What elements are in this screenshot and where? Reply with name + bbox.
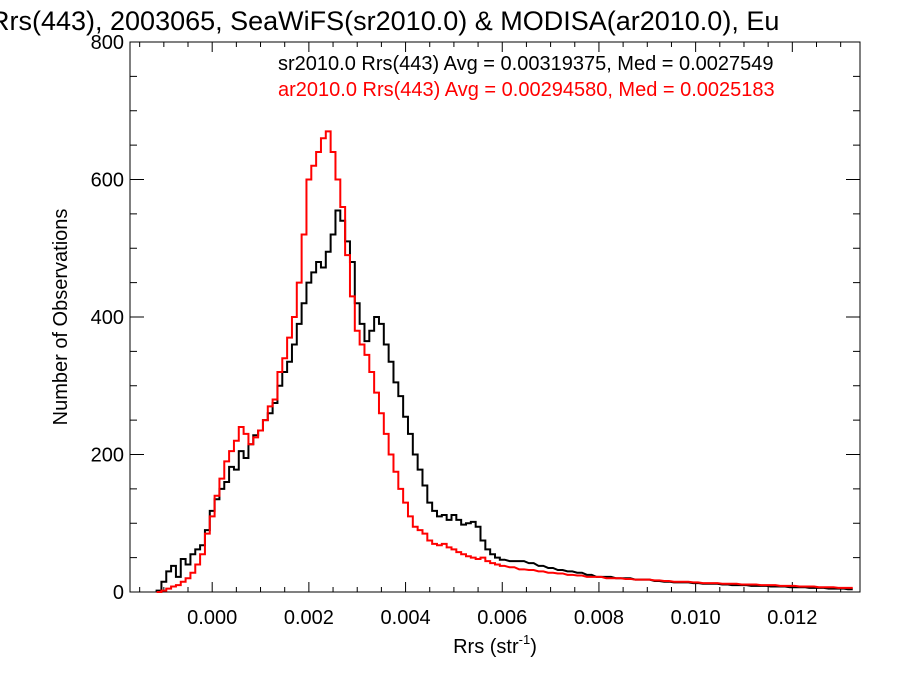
y-axis-label: Number of Observations: [50, 209, 72, 426]
x-tick-label: 0.000: [187, 607, 237, 629]
annotation-sr2010: sr2010.0 Rrs(443) Avg = 0.00319375, Med …: [278, 53, 774, 75]
y-tick-label: 800: [91, 32, 124, 54]
x-tick-label: 0.006: [477, 607, 527, 629]
x-axis-label-superscript: -1: [519, 632, 531, 647]
x-tick-label: 0.008: [574, 607, 624, 629]
x-axis-label-close: ): [530, 636, 537, 658]
y-tick-label: 200: [91, 445, 124, 467]
series-ar2010.0-line: [156, 130, 853, 593]
x-axis-label: Rrs (str-1): [453, 632, 537, 658]
x-tick-label: 0.004: [381, 607, 431, 629]
x-tick-label: 0.010: [671, 607, 721, 629]
x-axis: 0.000 0.002 0.004 0.006 0.008 0.010 0.012: [139, 42, 842, 629]
chart-title: Rrs(443), 2003065, SeaWiFS(sr2010.0) & M…: [0, 6, 779, 36]
series-sr2010.0-line: [155, 209, 853, 592]
x-tick-label: 0.012: [767, 607, 817, 629]
y-tick-label: 600: [91, 170, 124, 192]
y-tick-label: 0: [113, 582, 124, 604]
y-axis: 0 200 400 600 800: [91, 32, 860, 604]
series-layer: [155, 130, 853, 593]
x-tick-label: 0.002: [284, 607, 334, 629]
plot-frame: [129, 41, 861, 593]
x-axis-label-main: Rrs (str: [453, 636, 519, 658]
y-tick-label: 400: [91, 307, 124, 329]
annotation-ar2010: ar2010.0 Rrs(443) Avg = 0.00294580, Med …: [278, 79, 775, 101]
